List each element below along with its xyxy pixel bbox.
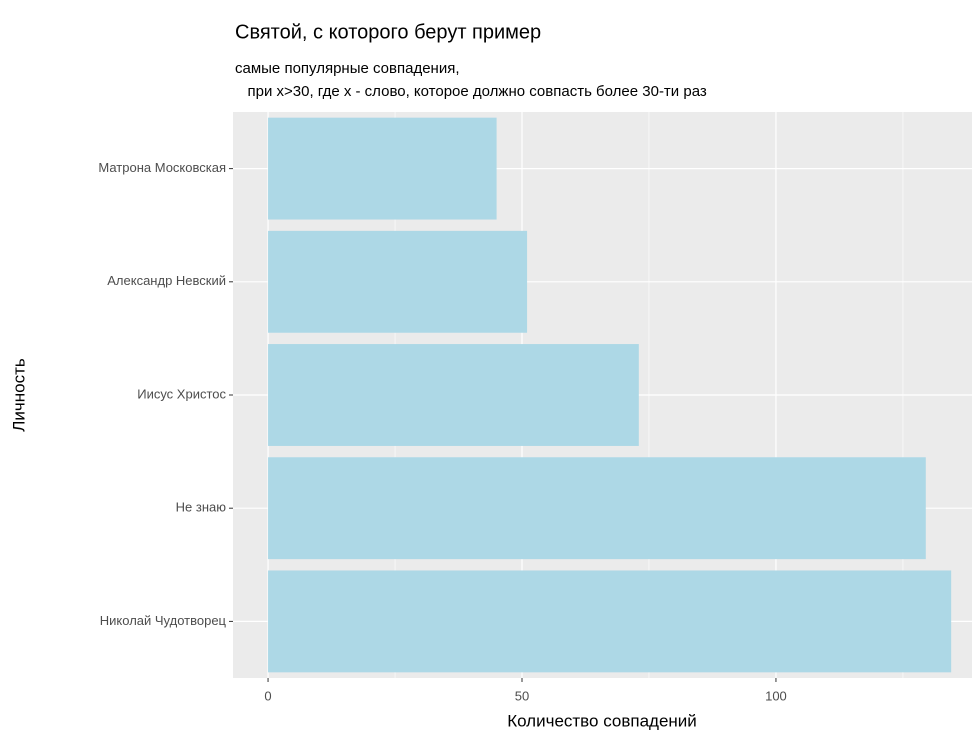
chart-subtitle: при x>30, где x - слово, которое должно … [235, 83, 707, 100]
x-tick-label: 0 [264, 688, 271, 703]
x-axis-title: Количество совпадений [507, 711, 697, 730]
x-tick-label: 50 [515, 688, 529, 703]
bar [268, 230, 528, 333]
y-tick-label: Не знаю [176, 500, 227, 515]
bar [268, 457, 926, 560]
y-tick-label: Матрона Московская [98, 160, 226, 175]
y-tick-label: Иисус Христос [137, 386, 226, 401]
bar [268, 344, 639, 446]
y-tick-label: Николай Чудотворец [100, 613, 227, 628]
chart-title: Святой, с которого берут пример [235, 21, 541, 43]
x-tick-label: 100 [765, 688, 787, 703]
bar [268, 570, 952, 673]
chart-subtitle: самые популярные совпадения, [235, 60, 460, 77]
y-tick-label: Александр Невский [107, 273, 226, 288]
y-axis-title: Личность [9, 358, 28, 432]
bar [268, 117, 497, 220]
